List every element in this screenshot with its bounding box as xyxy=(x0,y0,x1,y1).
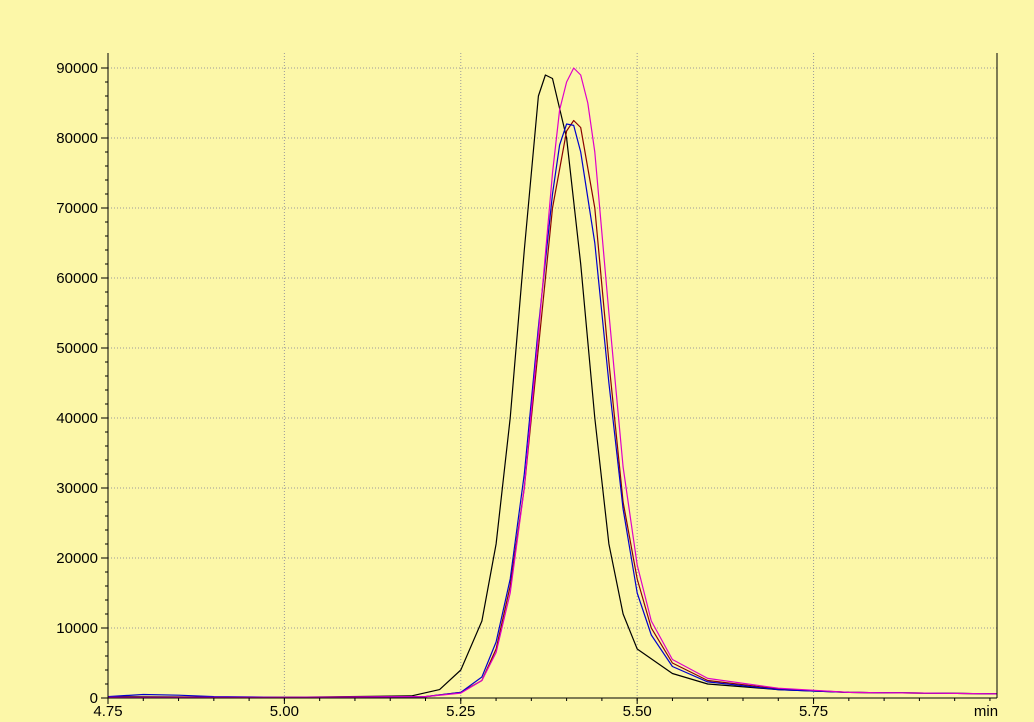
x-tick-label: 5.50 xyxy=(623,703,652,720)
series-line-1 xyxy=(107,74,998,698)
x-unit-label: min xyxy=(974,703,998,720)
x-tick-label: 5.25 xyxy=(446,703,475,720)
y-tick-label: 30000 xyxy=(56,480,98,497)
tick-layer: 4.75 5.00 5.25 5.50 5.75 0 10000 20000 30000 4000… xyxy=(56,60,991,720)
series-line-4 xyxy=(108,67,998,698)
y-tick-label: 70000 xyxy=(56,200,98,217)
x-tick-label: 5.75 xyxy=(799,703,828,720)
plot-area xyxy=(108,53,997,698)
series-layer xyxy=(107,67,998,698)
y-tick-label: 40000 xyxy=(56,410,98,427)
y-tick-label: 0 xyxy=(90,690,98,707)
y-tick-label: 80000 xyxy=(56,130,98,147)
y-tick-label: 50000 xyxy=(56,340,98,357)
y-tick-label: 20000 xyxy=(56,550,98,567)
y-tick-label: 10000 xyxy=(56,620,98,637)
x-tick-label: 5.00 xyxy=(270,703,299,720)
x-tick-label: 4.75 xyxy=(93,703,122,720)
y-tick-label: 60000 xyxy=(56,270,98,287)
y-tick-label: 90000 xyxy=(56,60,98,77)
